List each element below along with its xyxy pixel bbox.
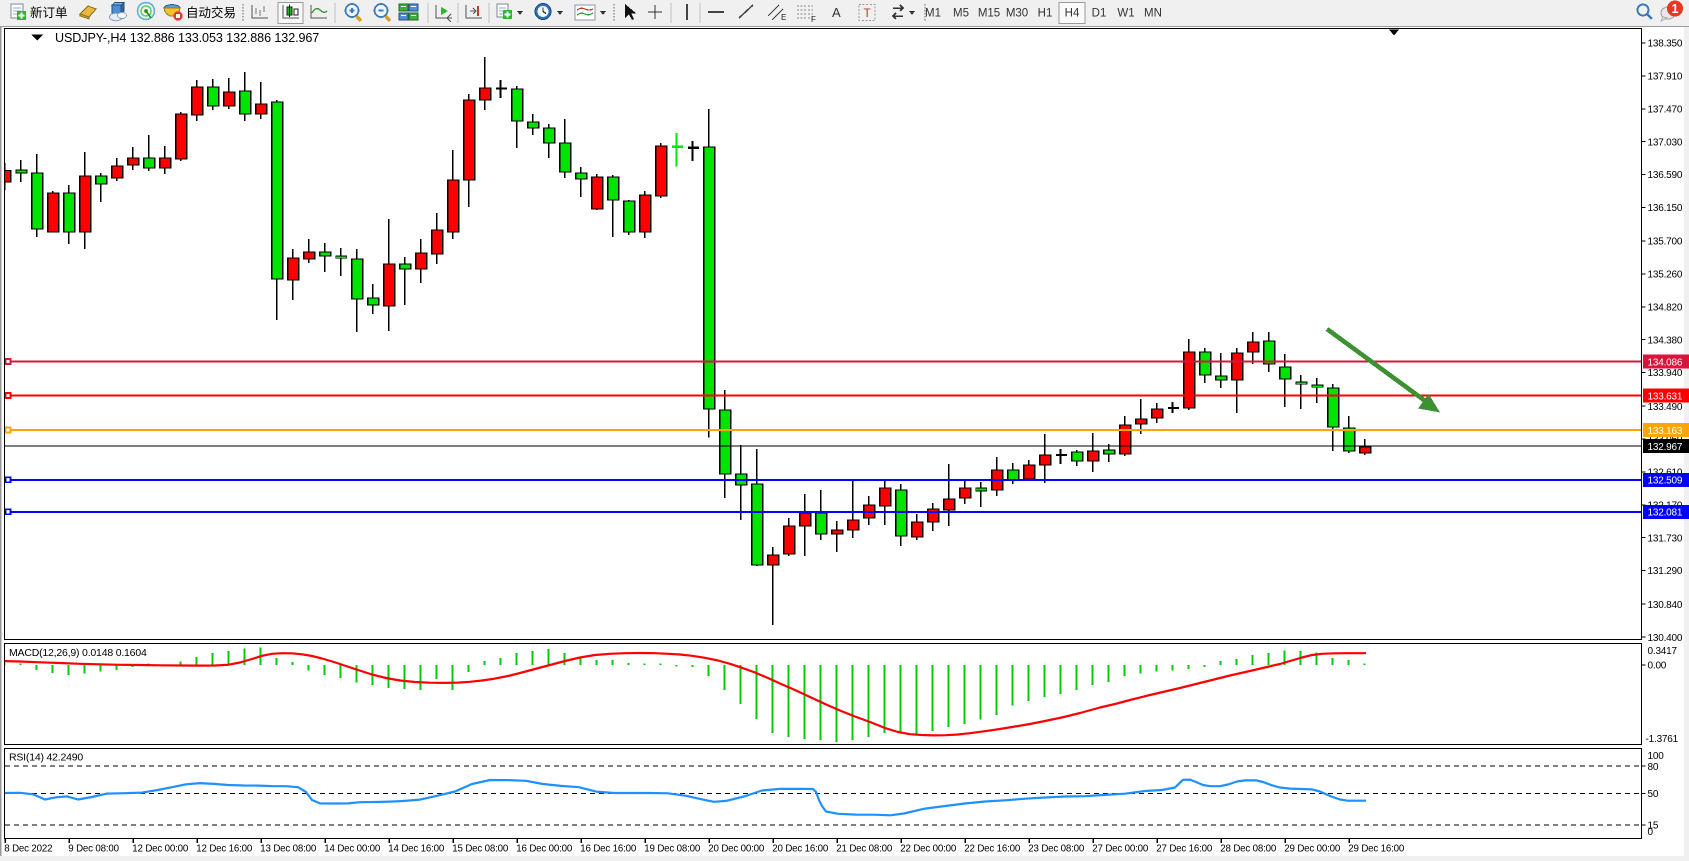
svg-text:130.400: 130.400 <box>1648 633 1683 644</box>
svg-text:M15: M15 <box>978 8 1000 20</box>
svg-text:RSI(14) 42.2490: RSI(14) 42.2490 <box>9 752 83 764</box>
svg-text:80: 80 <box>1648 762 1659 773</box>
svg-text:21 Dec 08:00: 21 Dec 08:00 <box>836 844 893 855</box>
svg-text:20 Dec 16:00: 20 Dec 16:00 <box>772 844 829 855</box>
svg-text:-1.3761: -1.3761 <box>1646 734 1679 745</box>
svg-text:132.967: 132.967 <box>1648 442 1683 453</box>
svg-text:14 Dec 16:00: 14 Dec 16:00 <box>388 844 445 855</box>
svg-text:16 Dec 00:00: 16 Dec 00:00 <box>516 844 573 855</box>
svg-text:MN: MN <box>1144 8 1162 20</box>
svg-text:134.820: 134.820 <box>1648 303 1683 314</box>
svg-text:135.700: 135.700 <box>1648 237 1683 248</box>
svg-text:9 Dec 08:00: 9 Dec 08:00 <box>68 844 119 855</box>
svg-text:133.940: 133.940 <box>1648 368 1683 379</box>
svg-text:H4: H4 <box>1065 8 1080 20</box>
svg-text:133.163: 133.163 <box>1648 426 1683 437</box>
svg-text:W1: W1 <box>1117 8 1134 20</box>
svg-text:136.150: 136.150 <box>1648 203 1683 214</box>
svg-text:M5: M5 <box>953 8 969 20</box>
svg-text:134.380: 134.380 <box>1648 335 1683 346</box>
svg-text:D1: D1 <box>1092 8 1107 20</box>
svg-text:A: A <box>832 5 841 20</box>
svg-text:13 Dec 08:00: 13 Dec 08:00 <box>260 844 317 855</box>
svg-text:131.730: 131.730 <box>1648 533 1683 544</box>
svg-text:15: 15 <box>1648 821 1659 832</box>
svg-text:23 Dec 08:00: 23 Dec 08:00 <box>1028 844 1085 855</box>
svg-text:15 Dec 08:00: 15 Dec 08:00 <box>452 844 509 855</box>
svg-text:H1: H1 <box>1038 8 1053 20</box>
svg-text:22 Dec 00:00: 22 Dec 00:00 <box>900 844 957 855</box>
svg-text:0.3417: 0.3417 <box>1648 646 1678 657</box>
svg-text:M30: M30 <box>1006 8 1028 20</box>
svg-text:100: 100 <box>1648 751 1665 762</box>
svg-text:T: T <box>864 6 872 20</box>
svg-text:1: 1 <box>1672 2 1679 16</box>
svg-text:29 Dec 16:00: 29 Dec 16:00 <box>1348 844 1405 855</box>
svg-text:12 Dec 16:00: 12 Dec 16:00 <box>196 844 253 855</box>
svg-text:27 Dec 00:00: 27 Dec 00:00 <box>1092 844 1149 855</box>
svg-text:M1: M1 <box>925 8 941 20</box>
svg-text:136.590: 136.590 <box>1648 170 1683 181</box>
svg-text:134.086: 134.086 <box>1648 357 1683 368</box>
svg-text:0.00: 0.00 <box>1648 661 1667 672</box>
svg-text:14 Dec 00:00: 14 Dec 00:00 <box>324 844 381 855</box>
svg-text:20 Dec 00:00: 20 Dec 00:00 <box>708 844 765 855</box>
svg-text:新订单: 新订单 <box>30 5 68 20</box>
svg-text:130.840: 130.840 <box>1648 600 1683 611</box>
svg-text:137.910: 137.910 <box>1648 72 1683 83</box>
svg-text:27 Dec 16:00: 27 Dec 16:00 <box>1156 844 1213 855</box>
svg-text:131.290: 131.290 <box>1648 566 1683 577</box>
svg-text:MACD(12,26,9) 0.0148 0.1604: MACD(12,26,9) 0.0148 0.1604 <box>9 647 147 659</box>
svg-text:F: F <box>811 15 816 24</box>
svg-text:自动交易: 自动交易 <box>186 5 236 20</box>
svg-text:132.509: 132.509 <box>1648 476 1683 487</box>
svg-text:19 Dec 08:00: 19 Dec 08:00 <box>644 844 701 855</box>
svg-text:138.350: 138.350 <box>1648 39 1683 50</box>
svg-text:29 Dec 00:00: 29 Dec 00:00 <box>1284 844 1341 855</box>
svg-text:133.631: 133.631 <box>1648 391 1683 402</box>
svg-text:137.470: 137.470 <box>1648 105 1683 116</box>
svg-text:132.081: 132.081 <box>1648 508 1683 519</box>
svg-text:28 Dec 08:00: 28 Dec 08:00 <box>1220 844 1277 855</box>
svg-text:16 Dec 16:00: 16 Dec 16:00 <box>580 844 637 855</box>
svg-text:133.490: 133.490 <box>1648 402 1683 413</box>
svg-text:135.260: 135.260 <box>1648 270 1683 281</box>
svg-text:137.030: 137.030 <box>1648 137 1683 148</box>
svg-text:22 Dec 16:00: 22 Dec 16:00 <box>964 844 1021 855</box>
svg-text:50: 50 <box>1648 789 1659 800</box>
svg-text:8 Dec 2022: 8 Dec 2022 <box>4 844 52 855</box>
svg-text:USDJPY-,H4 132.886 133.053 13: USDJPY-,H4 132.886 133.053 132.886 132.9… <box>55 31 319 45</box>
svg-text:12 Dec 00:00: 12 Dec 00:00 <box>132 844 189 855</box>
svg-text:E: E <box>781 13 786 22</box>
svg-text:0: 0 <box>1648 827 1654 838</box>
